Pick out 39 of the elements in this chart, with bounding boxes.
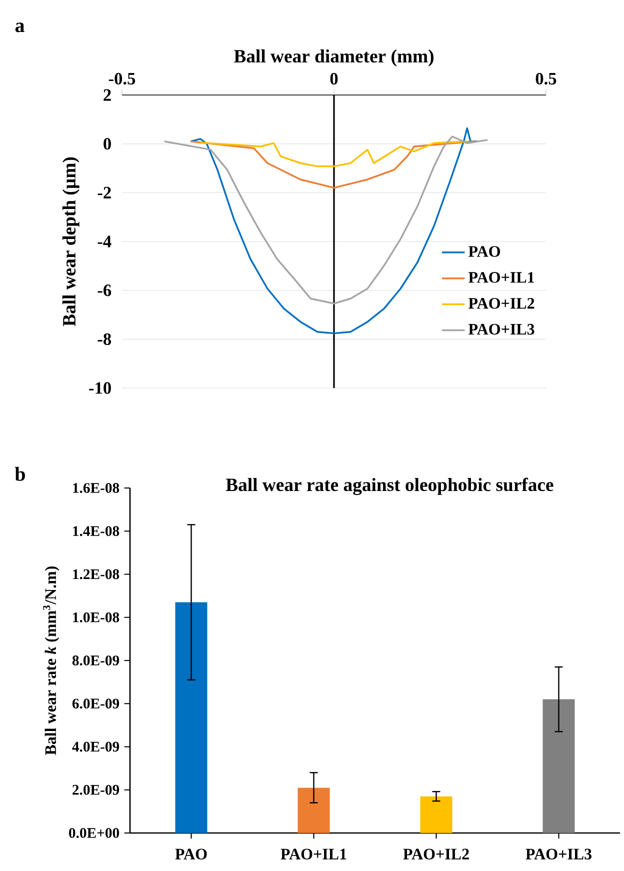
y-tick-label: 4.0E-09 (72, 742, 120, 752)
y-tick-label: 8.0E-09 (72, 656, 120, 666)
y-tick-label: -4 (98, 236, 112, 248)
y-tick-label: 0.0E+00 (69, 828, 120, 838)
y-tick-label: 1.6E-08 (73, 483, 120, 493)
y-tick-label: -2 (98, 186, 111, 198)
bar (542, 699, 575, 833)
legend-label: PAO+IL2 (468, 298, 534, 309)
y-tick-label: -10 (89, 382, 111, 394)
y-tick-label: 0 (104, 138, 111, 150)
y-axis-title: Ball wear rate k (mm$^{3}$/N.m) (43, 566, 60, 755)
x-tick-label: -0.5 (108, 72, 136, 85)
legend-label: PAO+IL3 (468, 324, 534, 335)
text: b (14, 466, 25, 481)
x-axis-title: Ball wear diameter (mm) (234, 49, 434, 66)
legend-label: PAO (468, 246, 500, 257)
bar (175, 602, 208, 833)
y-tick-label: -6 (98, 284, 112, 296)
text: a (15, 22, 24, 32)
x-tick-label: PAO (175, 848, 207, 860)
y-tick-label: 6.0E-09 (72, 698, 120, 709)
y-tick-label: -8 (98, 333, 112, 346)
chart-title: Ball wear rate against oleophobic surface (226, 478, 554, 496)
bar (420, 796, 452, 833)
y-tick-label: 2 (104, 89, 111, 101)
x-tick-label: PAO+IL1 (280, 848, 346, 860)
legend-label: PAO+IL1 (468, 272, 534, 283)
y-tick-label: 2.0E-09 (72, 784, 120, 795)
x-tick-label: 0 (330, 72, 338, 85)
y-tick-label: 1.4E-08 (73, 526, 120, 536)
line-series (190, 140, 475, 189)
y-axis-title: Ball wear depth (µm) (62, 157, 80, 326)
line-series (200, 140, 468, 168)
y-tick-label: 1.0E-08 (73, 612, 120, 622)
bar (298, 788, 330, 833)
y-tick-label: 1.2E-08 (73, 569, 120, 580)
x-tick-label: PAO+IL3 (526, 848, 592, 860)
x-tick-label: PAO+IL2 (403, 848, 469, 860)
x-tick-label: 0.5 (536, 72, 556, 85)
